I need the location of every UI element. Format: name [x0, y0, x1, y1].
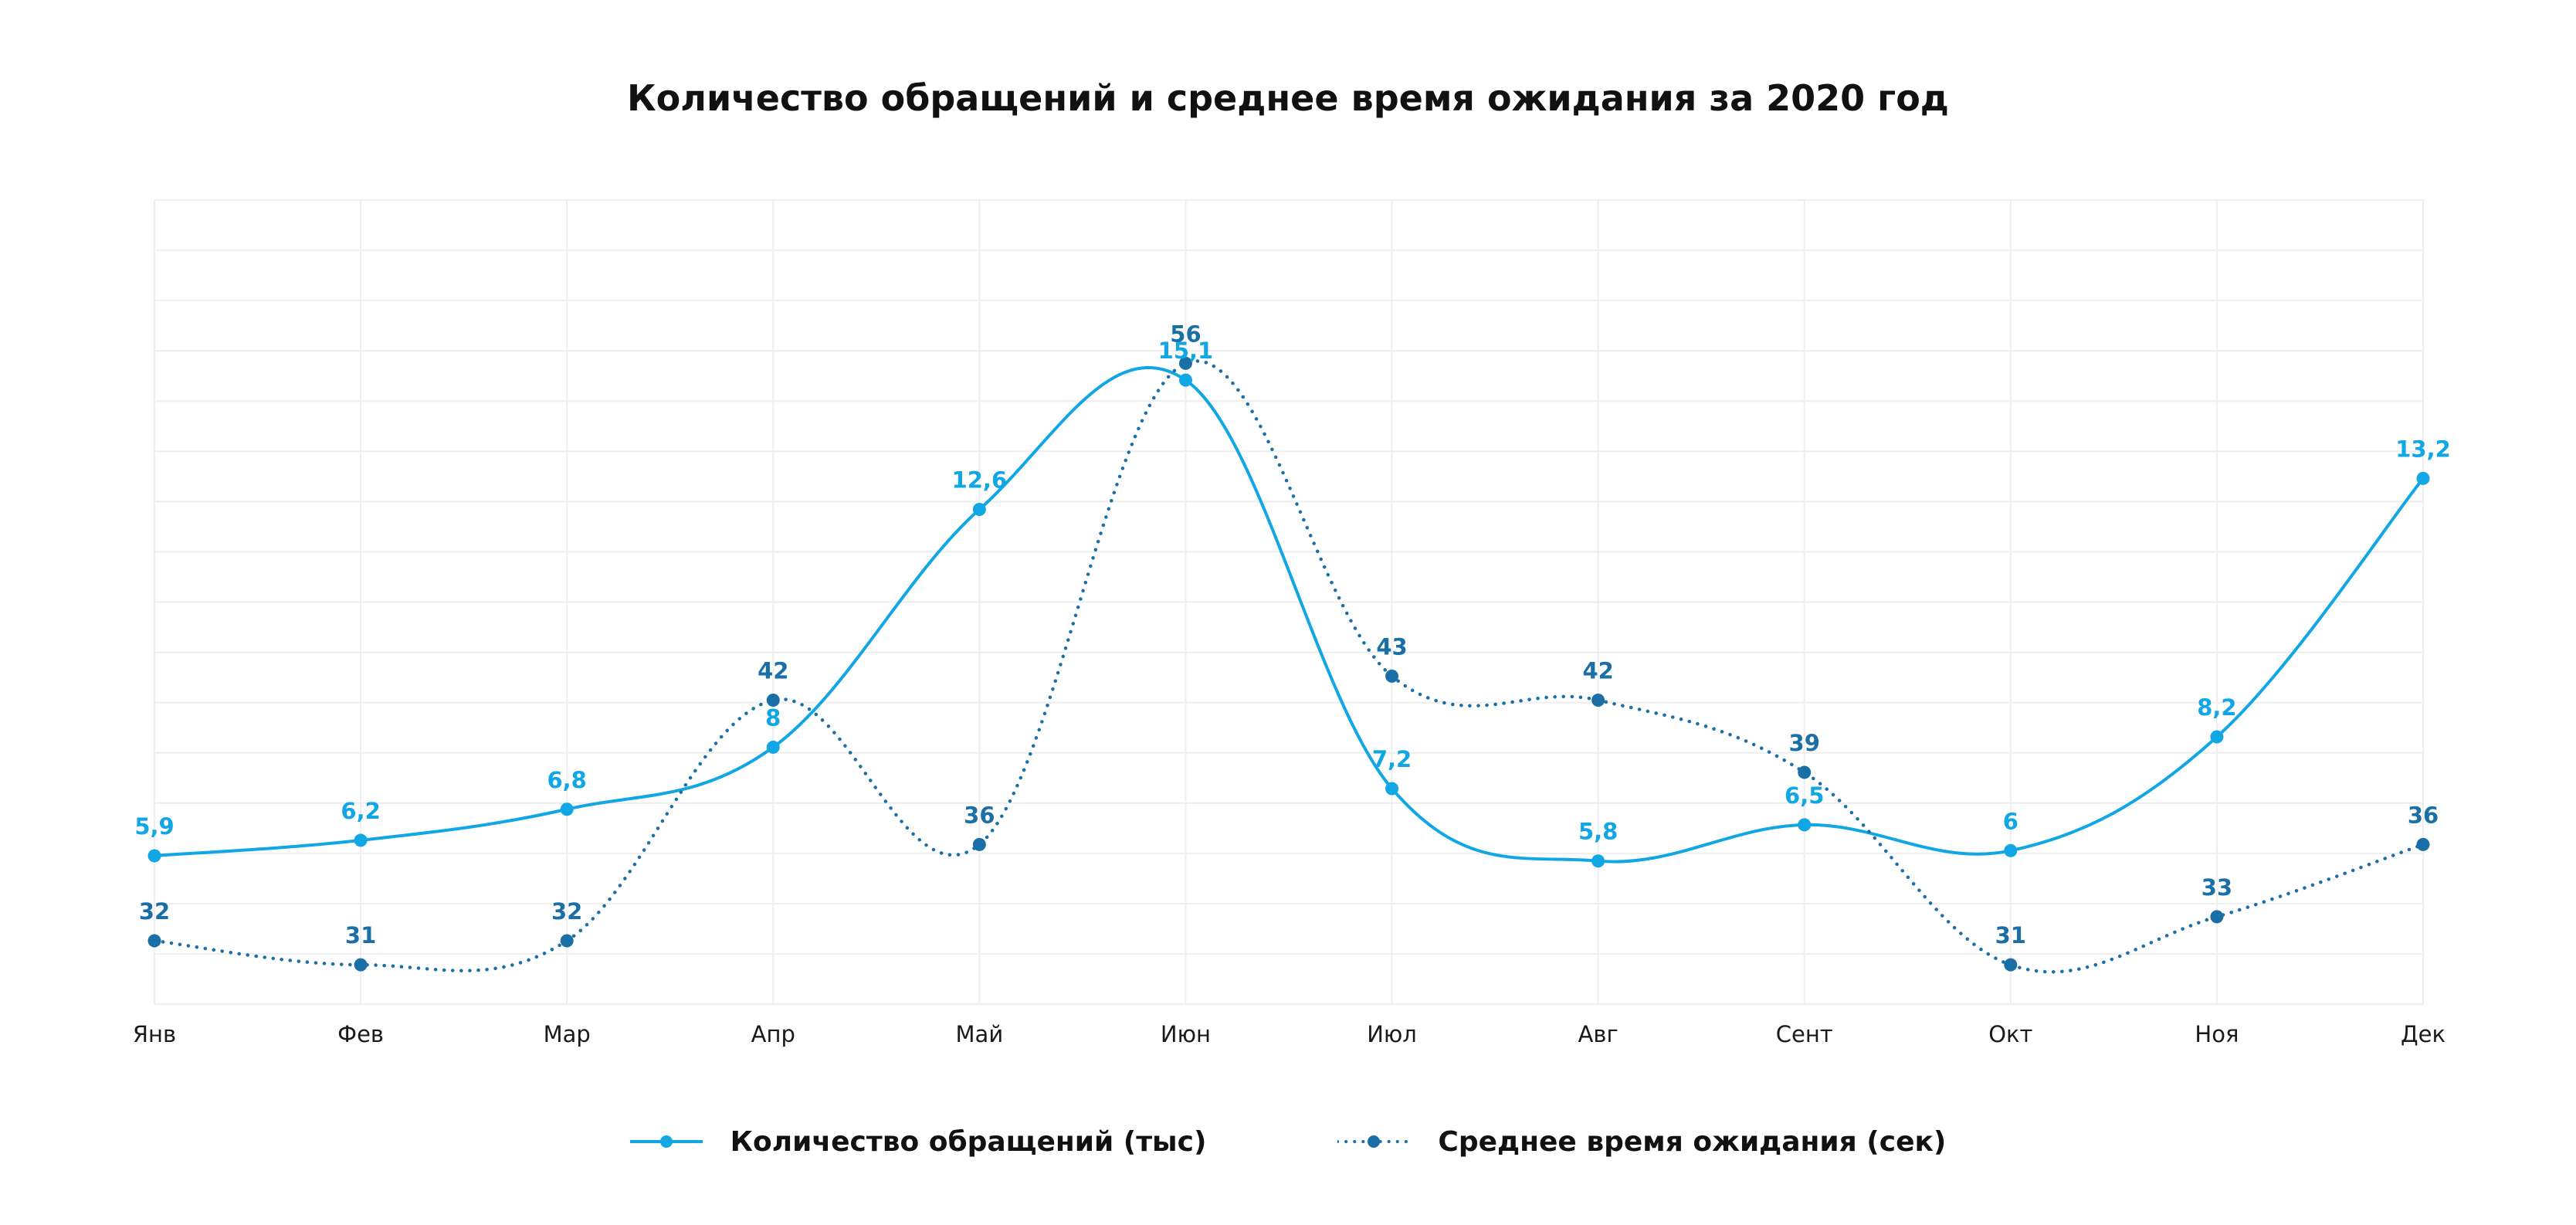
x-tick-label: Сент	[1776, 1021, 1833, 1047]
data-point[interactable]	[972, 837, 986, 851]
data-point[interactable]	[1385, 782, 1399, 796]
data-label: 32	[139, 898, 170, 925]
data-label: 8	[765, 704, 781, 731]
data-point[interactable]	[766, 740, 780, 754]
data-label: 36	[964, 802, 995, 828]
x-tick-label: Авг	[1578, 1021, 1618, 1047]
chart-legend: Количество обращений (тыс) Среднее время…	[0, 1118, 2576, 1165]
x-axis-ticks: Янв Фев Мар Апр Май Июн Июл Авг Сент Окт Ноя Дек	[133, 1021, 2446, 1047]
data-point[interactable]	[1591, 854, 1605, 868]
data-label: 5,8	[1578, 819, 1618, 845]
data-label: 13,2	[2395, 436, 2451, 462]
data-point[interactable]	[1798, 765, 1812, 779]
series-lines	[152, 359, 2425, 974]
chart-grid	[154, 199, 2424, 1005]
data-point[interactable]	[354, 833, 368, 847]
data-label: 7,2	[1372, 746, 1412, 772]
data-point[interactable]	[2416, 837, 2430, 851]
data-point[interactable]	[1591, 694, 1605, 707]
data-label: 6,2	[341, 798, 380, 824]
data-point[interactable]	[1178, 356, 1192, 370]
x-tick-label: Май	[956, 1021, 1004, 1047]
legend-swatch-wait-time	[1337, 1135, 1411, 1148]
data-point[interactable]	[560, 934, 574, 948]
x-tick-label: Ноя	[2195, 1021, 2239, 1047]
data-point[interactable]	[2210, 730, 2224, 744]
data-labels: 5,9 6,2 6,8 8 12,6 15,1 7,2 5,8 6,5 6 8,2 13,2 32 31 3…	[134, 321, 2450, 948]
data-label: 8,2	[2197, 694, 2236, 721]
data-point[interactable]	[147, 849, 161, 863]
x-tick-label: Окт	[1988, 1021, 2032, 1047]
data-label: 12,6	[952, 467, 1008, 494]
legend-label-requests: Количество обращений (тыс)	[730, 1125, 1207, 1158]
x-tick-label: Дек	[2401, 1021, 2446, 1047]
data-label: 43	[1376, 633, 1407, 660]
data-label: 56	[1170, 321, 1201, 347]
x-tick-label: Июл	[1367, 1021, 1417, 1047]
data-label: 31	[1995, 922, 2026, 948]
data-point[interactable]	[2210, 910, 2224, 924]
data-point[interactable]	[1385, 669, 1399, 683]
data-label: 6,5	[1785, 782, 1824, 809]
data-point[interactable]	[147, 934, 161, 948]
data-label: 32	[551, 898, 582, 925]
x-tick-label: Апр	[751, 1021, 795, 1047]
data-point[interactable]	[1178, 373, 1192, 387]
data-point[interactable]	[354, 958, 368, 972]
legend-label-wait-time: Среднее время ожидания (сек)	[1438, 1125, 1947, 1158]
data-label: 31	[345, 922, 376, 948]
data-label: 42	[758, 658, 788, 684]
data-label: 6	[2003, 808, 2018, 834]
x-tick-label: Янв	[133, 1021, 176, 1047]
data-label: 42	[1582, 658, 1613, 684]
data-point[interactable]	[972, 503, 986, 517]
data-label: 39	[1789, 730, 1820, 756]
data-point[interactable]	[2004, 958, 2018, 972]
legend-item-requests[interactable]: Количество обращений (тыс)	[629, 1125, 1207, 1158]
data-point[interactable]	[1798, 818, 1812, 832]
data-point[interactable]	[2416, 471, 2430, 485]
series-points	[147, 356, 2430, 972]
data-point[interactable]	[560, 803, 574, 816]
data-label: 15,1	[1158, 338, 1214, 364]
x-tick-label: Фев	[337, 1021, 384, 1047]
data-label: 33	[2201, 874, 2232, 901]
data-label: 6,8	[547, 767, 586, 793]
data-point[interactable]	[766, 694, 780, 707]
legend-item-wait-time[interactable]: Среднее время ожидания (сек)	[1337, 1126, 1946, 1158]
chart-title: Количество обращений и среднее время ожи…	[627, 77, 1949, 119]
x-tick-label: Июн	[1161, 1021, 1211, 1047]
x-tick-label: Мар	[544, 1021, 591, 1047]
legend-swatch-requests	[629, 1135, 703, 1148]
data-label: 5,9	[134, 813, 174, 840]
data-label: 36	[2408, 802, 2439, 828]
series-line-wait-time	[152, 359, 2425, 974]
data-point[interactable]	[2004, 843, 2018, 857]
series-line-requests	[154, 366, 2425, 864]
